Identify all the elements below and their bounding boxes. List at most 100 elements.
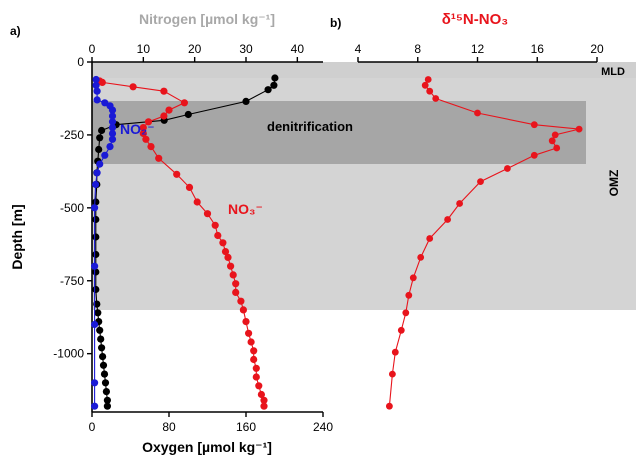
delta15n-point — [548, 137, 556, 145]
oxygen-point — [92, 285, 100, 294]
nitrogen-tick-label: 0 — [89, 42, 96, 56]
nitrate-point — [160, 87, 168, 95]
denitrification-band — [92, 101, 586, 164]
oxygen-tick-label: 240 — [313, 420, 333, 434]
nitrate-point — [180, 99, 188, 107]
nitrate-point — [193, 198, 201, 206]
nitrate-point — [185, 183, 194, 191]
nitrate-point — [257, 390, 265, 399]
nitrate-point — [129, 83, 137, 91]
depth-tick-label: -1000 — [53, 347, 84, 361]
delta15n-point — [551, 131, 559, 139]
nitrate-point — [211, 221, 219, 229]
no3-series-label: NO₃⁻ — [228, 201, 263, 217]
delta15n-point — [426, 87, 434, 95]
delta15n-point — [409, 274, 417, 282]
delta15n-point — [421, 81, 429, 89]
mld-band — [92, 62, 636, 78]
nitrate-point — [245, 329, 253, 337]
oxygen-point — [95, 145, 103, 154]
nitrite-point — [108, 124, 117, 132]
delta15n-point — [389, 370, 396, 378]
nitrite-point — [92, 81, 100, 89]
nitrate-point — [221, 248, 230, 256]
nitrate-point — [229, 271, 237, 279]
nitrate-point — [255, 382, 263, 390]
nitrate-point — [224, 253, 232, 261]
oxygen-point — [101, 379, 110, 387]
oxygen-point — [270, 81, 278, 89]
series-layer — [91, 74, 583, 410]
depth-tick-label: 0 — [77, 55, 84, 69]
delta15n-axis-title: δ¹⁵N-NO₃ — [442, 11, 508, 28]
delta15n-point — [391, 348, 399, 356]
oxygen-point — [92, 250, 100, 259]
oxygen-point — [99, 361, 108, 369]
nitrite-point — [92, 75, 100, 84]
nitrate-point — [147, 143, 155, 151]
nitrate-point — [139, 124, 147, 132]
nitrate-point — [260, 402, 268, 410]
oxygen-point — [96, 134, 104, 142]
nitrate-point — [250, 355, 258, 364]
oxygen-point — [100, 370, 109, 378]
nitrogen-tick-label: 10 — [137, 42, 151, 56]
delta15n-point — [402, 309, 410, 317]
delta15n-point — [426, 235, 434, 242]
nitrate-point — [165, 106, 173, 114]
nitrate-point — [98, 78, 106, 86]
nitrate-point — [139, 129, 147, 138]
nitrite-point — [108, 118, 117, 126]
delta15n-tick-label: 20 — [590, 42, 604, 56]
delta15n-point — [424, 76, 432, 83]
oxygen-point — [264, 86, 272, 94]
delta15n-tick-label: 16 — [531, 42, 545, 56]
nitrite-point — [91, 320, 99, 329]
nitrogen-tick-label: 30 — [239, 42, 253, 56]
depth-tick-label: -500 — [60, 201, 84, 215]
nitrate-point — [219, 239, 227, 247]
oxygen-point — [99, 353, 107, 361]
nitrate-point — [203, 210, 212, 218]
nitrite-point — [93, 87, 101, 95]
nitrate-point — [247, 338, 255, 346]
delta15n-point — [405, 291, 413, 299]
nitrite-point — [101, 151, 109, 159]
oxygen-point — [92, 233, 100, 241]
oxygen-point — [271, 74, 279, 82]
depth-tick-label: -750 — [60, 274, 84, 288]
oxygen-point — [98, 344, 106, 352]
nitrogen-axis-title: Nitrogen [µmol kg⁻¹] — [139, 11, 275, 27]
depth-axis-title: Depth [m] — [9, 204, 25, 269]
delta15n-point — [530, 121, 538, 129]
nitrate-point — [250, 347, 258, 355]
oxygen-point — [92, 198, 100, 206]
nitrite-point — [91, 379, 99, 387]
delta15n-tick-label: 12 — [471, 42, 485, 56]
nitrate-point — [232, 280, 240, 288]
mld-label: MLD — [601, 66, 625, 78]
oxygen-point — [242, 97, 250, 105]
nitrite-point — [108, 129, 117, 138]
ticks-layer: 0 -250 -500 -750 -1000 0 10 20 30 40 0 80 160 240 4 8 12… — [53, 42, 604, 434]
oxygen-tick-label: 80 — [162, 420, 176, 434]
delta15n-point — [477, 178, 484, 186]
nitrite-point — [91, 262, 99, 270]
nitrate-point — [239, 306, 247, 314]
delta15n-point — [553, 144, 561, 152]
delta15n-point — [474, 109, 481, 117]
nitrite-point — [93, 96, 101, 104]
delta15n-point — [504, 165, 511, 172]
nitrite-point — [101, 99, 109, 107]
delta15n-tick-label: 4 — [355, 42, 362, 56]
no2-series-label: NO₂⁻ — [120, 121, 155, 137]
oxygen-point — [92, 268, 100, 276]
nitrate-point — [242, 318, 250, 326]
oxygen-tick-label: 0 — [89, 420, 96, 434]
nitrate-point — [160, 112, 168, 120]
nitrogen-tick-label: 40 — [291, 42, 305, 56]
nitrite-point — [92, 180, 100, 189]
nitrite-point — [93, 169, 101, 177]
nitrate-point — [252, 364, 260, 372]
